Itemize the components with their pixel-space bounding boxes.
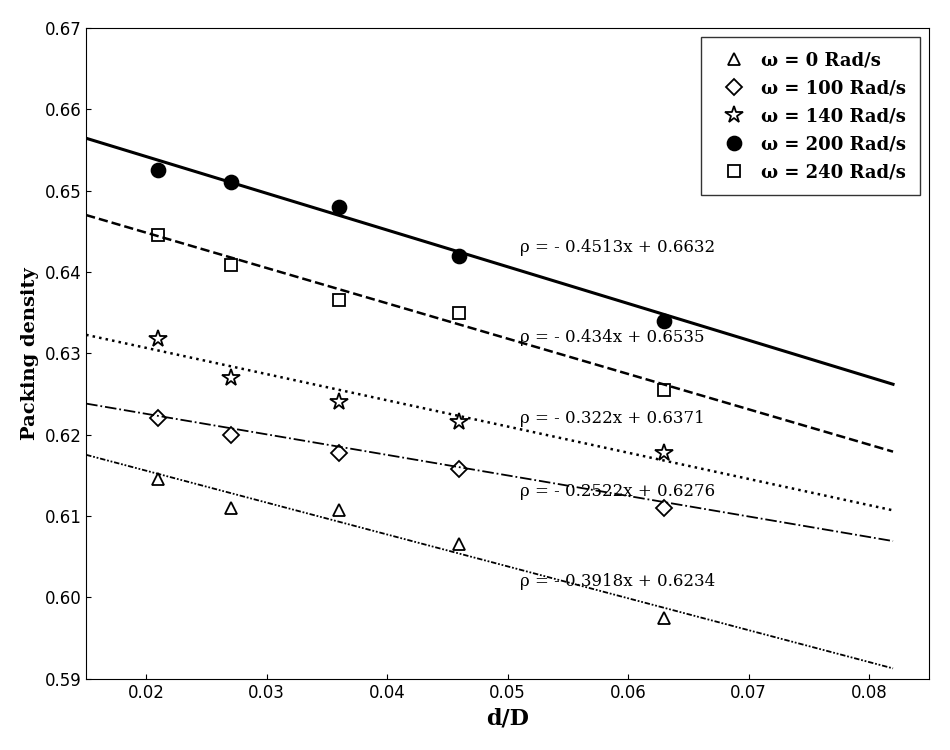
Text: ρ = - 0.3918x + 0.6234: ρ = - 0.3918x + 0.6234 <box>520 572 715 590</box>
Text: ρ = - 0.4513x + 0.6632: ρ = - 0.4513x + 0.6632 <box>520 239 714 256</box>
Text: ρ = - 0.322x + 0.6371: ρ = - 0.322x + 0.6371 <box>520 410 705 427</box>
Y-axis label: Packing density: Packing density <box>21 267 39 440</box>
Text: ρ = - 0.434x + 0.6535: ρ = - 0.434x + 0.6535 <box>520 328 704 346</box>
Text: ρ = - 0.2522x + 0.6276: ρ = - 0.2522x + 0.6276 <box>520 483 714 500</box>
Legend: ω = 0 Rad/s, ω = 100 Rad/s, ω = 140 Rad/s, ω = 200 Rad/s, ω = 240 Rad/s: ω = 0 Rad/s, ω = 100 Rad/s, ω = 140 Rad/… <box>701 37 921 196</box>
X-axis label: d/D: d/D <box>486 707 529 729</box>
